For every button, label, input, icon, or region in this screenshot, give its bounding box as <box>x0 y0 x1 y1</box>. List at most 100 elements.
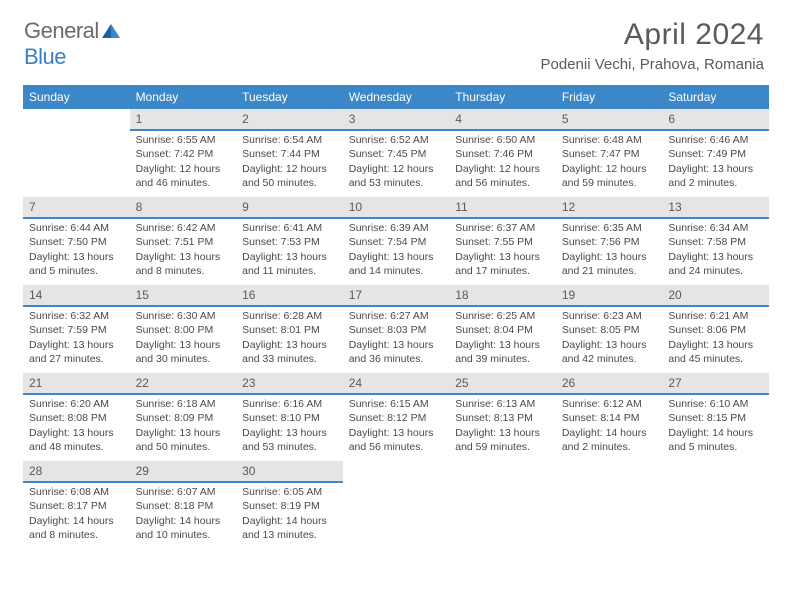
day-number: 30 <box>236 461 343 483</box>
day-body: Sunrise: 6:05 AMSunset: 8:19 PMDaylight:… <box>236 483 343 548</box>
day-number: 9 <box>236 197 343 219</box>
sunrise-line: Sunrise: 6:54 AM <box>242 133 337 147</box>
empty-day-cell <box>449 461 556 549</box>
day-body: Sunrise: 6:54 AMSunset: 7:44 PMDaylight:… <box>236 131 343 196</box>
day-cell: 21Sunrise: 6:20 AMSunset: 8:08 PMDayligh… <box>23 373 130 461</box>
day-body: Sunrise: 6:12 AMSunset: 8:14 PMDaylight:… <box>556 395 663 460</box>
day-cell: 3Sunrise: 6:52 AMSunset: 7:45 PMDaylight… <box>343 109 450 197</box>
daylight-line: Daylight: 14 hours and 13 minutes. <box>242 514 337 542</box>
sunrise-line: Sunrise: 6:16 AM <box>242 397 337 411</box>
day-body: Sunrise: 6:08 AMSunset: 8:17 PMDaylight:… <box>23 483 130 548</box>
day-number: 4 <box>449 109 556 131</box>
sunrise-line: Sunrise: 6:05 AM <box>242 485 337 499</box>
day-number: 1 <box>130 109 237 131</box>
daylight-line: Daylight: 14 hours and 5 minutes. <box>668 426 763 454</box>
sunrise-line: Sunrise: 6:48 AM <box>562 133 657 147</box>
daylight-line: Daylight: 13 hours and 59 minutes. <box>455 426 550 454</box>
daylight-line: Daylight: 13 hours and 27 minutes. <box>29 338 124 366</box>
daylight-line: Daylight: 13 hours and 50 minutes. <box>136 426 231 454</box>
dow-tuesday: Tuesday <box>236 85 343 109</box>
empty-day-cell <box>556 461 663 549</box>
daylight-line: Daylight: 13 hours and 14 minutes. <box>349 250 444 278</box>
daylight-line: Daylight: 12 hours and 53 minutes. <box>349 162 444 190</box>
sunrise-line: Sunrise: 6:32 AM <box>29 309 124 323</box>
sunset-line: Sunset: 7:49 PM <box>668 147 763 161</box>
sunset-line: Sunset: 8:17 PM <box>29 499 124 513</box>
sunrise-line: Sunrise: 6:27 AM <box>349 309 444 323</box>
day-cell: 24Sunrise: 6:15 AMSunset: 8:12 PMDayligh… <box>343 373 450 461</box>
day-number: 6 <box>662 109 769 131</box>
day-cell: 18Sunrise: 6:25 AMSunset: 8:04 PMDayligh… <box>449 285 556 373</box>
day-number: 16 <box>236 285 343 307</box>
day-body: Sunrise: 6:15 AMSunset: 8:12 PMDaylight:… <box>343 395 450 460</box>
calendar-week-row: 21Sunrise: 6:20 AMSunset: 8:08 PMDayligh… <box>23 373 769 461</box>
sunrise-line: Sunrise: 6:30 AM <box>136 309 231 323</box>
day-body: Sunrise: 6:44 AMSunset: 7:50 PMDaylight:… <box>23 219 130 284</box>
sunset-line: Sunset: 8:03 PM <box>349 323 444 337</box>
day-number: 7 <box>23 197 130 219</box>
sunrise-line: Sunrise: 6:52 AM <box>349 133 444 147</box>
day-cell: 8Sunrise: 6:42 AMSunset: 7:51 PMDaylight… <box>130 197 237 285</box>
daylight-line: Daylight: 13 hours and 36 minutes. <box>349 338 444 366</box>
day-cell: 4Sunrise: 6:50 AMSunset: 7:46 PMDaylight… <box>449 109 556 197</box>
sunset-line: Sunset: 7:45 PM <box>349 147 444 161</box>
day-number: 14 <box>23 285 130 307</box>
sunset-line: Sunset: 8:19 PM <box>242 499 337 513</box>
day-body: Sunrise: 6:10 AMSunset: 8:15 PMDaylight:… <box>662 395 769 460</box>
logo-text-general: General <box>24 18 99 44</box>
title-block: April 2024 Podenii Vechi, Prahova, Roman… <box>541 18 764 73</box>
day-number: 13 <box>662 197 769 219</box>
empty-day-cell <box>23 109 130 197</box>
day-number: 2 <box>236 109 343 131</box>
day-body: Sunrise: 6:52 AMSunset: 7:45 PMDaylight:… <box>343 131 450 196</box>
day-cell: 20Sunrise: 6:21 AMSunset: 8:06 PMDayligh… <box>662 285 769 373</box>
day-body: Sunrise: 6:25 AMSunset: 8:04 PMDaylight:… <box>449 307 556 372</box>
day-cell: 15Sunrise: 6:30 AMSunset: 8:00 PMDayligh… <box>130 285 237 373</box>
sunrise-line: Sunrise: 6:44 AM <box>29 221 124 235</box>
daylight-line: Daylight: 12 hours and 46 minutes. <box>136 162 231 190</box>
daylight-line: Daylight: 13 hours and 33 minutes. <box>242 338 337 366</box>
sunset-line: Sunset: 7:53 PM <box>242 235 337 249</box>
sunrise-line: Sunrise: 6:12 AM <box>562 397 657 411</box>
logo: General <box>24 18 122 44</box>
logo-text-blue: Blue <box>24 44 66 69</box>
day-body: Sunrise: 6:30 AMSunset: 8:00 PMDaylight:… <box>130 307 237 372</box>
daylight-line: Daylight: 12 hours and 50 minutes. <box>242 162 337 190</box>
sunset-line: Sunset: 8:04 PM <box>455 323 550 337</box>
day-body: Sunrise: 6:39 AMSunset: 7:54 PMDaylight:… <box>343 219 450 284</box>
daylight-line: Daylight: 13 hours and 21 minutes. <box>562 250 657 278</box>
logo-triangle-icon <box>102 22 120 38</box>
day-number: 5 <box>556 109 663 131</box>
day-number: 19 <box>556 285 663 307</box>
day-cell: 2Sunrise: 6:54 AMSunset: 7:44 PMDaylight… <box>236 109 343 197</box>
empty-day-cell <box>662 461 769 549</box>
day-number: 20 <box>662 285 769 307</box>
daylight-line: Daylight: 14 hours and 10 minutes. <box>136 514 231 542</box>
daylight-line: Daylight: 13 hours and 24 minutes. <box>668 250 763 278</box>
sunset-line: Sunset: 7:54 PM <box>349 235 444 249</box>
day-body: Sunrise: 6:20 AMSunset: 8:08 PMDaylight:… <box>23 395 130 460</box>
sunrise-line: Sunrise: 6:21 AM <box>668 309 763 323</box>
day-cell: 23Sunrise: 6:16 AMSunset: 8:10 PMDayligh… <box>236 373 343 461</box>
sunrise-line: Sunrise: 6:18 AM <box>136 397 231 411</box>
day-number: 10 <box>343 197 450 219</box>
day-body: Sunrise: 6:16 AMSunset: 8:10 PMDaylight:… <box>236 395 343 460</box>
sunrise-line: Sunrise: 6:46 AM <box>668 133 763 147</box>
day-number: 8 <box>130 197 237 219</box>
daylight-line: Daylight: 13 hours and 30 minutes. <box>136 338 231 366</box>
day-number: 27 <box>662 373 769 395</box>
sunset-line: Sunset: 7:56 PM <box>562 235 657 249</box>
daylight-line: Daylight: 13 hours and 5 minutes. <box>29 250 124 278</box>
day-body: Sunrise: 6:37 AMSunset: 7:55 PMDaylight:… <box>449 219 556 284</box>
sunset-line: Sunset: 7:44 PM <box>242 147 337 161</box>
day-body: Sunrise: 6:50 AMSunset: 7:46 PMDaylight:… <box>449 131 556 196</box>
calendar-week-row: 28Sunrise: 6:08 AMSunset: 8:17 PMDayligh… <box>23 461 769 549</box>
day-cell: 11Sunrise: 6:37 AMSunset: 7:55 PMDayligh… <box>449 197 556 285</box>
calendar-table: Sunday Monday Tuesday Wednesday Thursday… <box>23 85 769 549</box>
day-number: 12 <box>556 197 663 219</box>
daylight-line: Daylight: 14 hours and 2 minutes. <box>562 426 657 454</box>
daylight-line: Daylight: 13 hours and 42 minutes. <box>562 338 657 366</box>
day-body: Sunrise: 6:28 AMSunset: 8:01 PMDaylight:… <box>236 307 343 372</box>
dow-wednesday: Wednesday <box>343 85 450 109</box>
day-body: Sunrise: 6:55 AMSunset: 7:42 PMDaylight:… <box>130 131 237 196</box>
